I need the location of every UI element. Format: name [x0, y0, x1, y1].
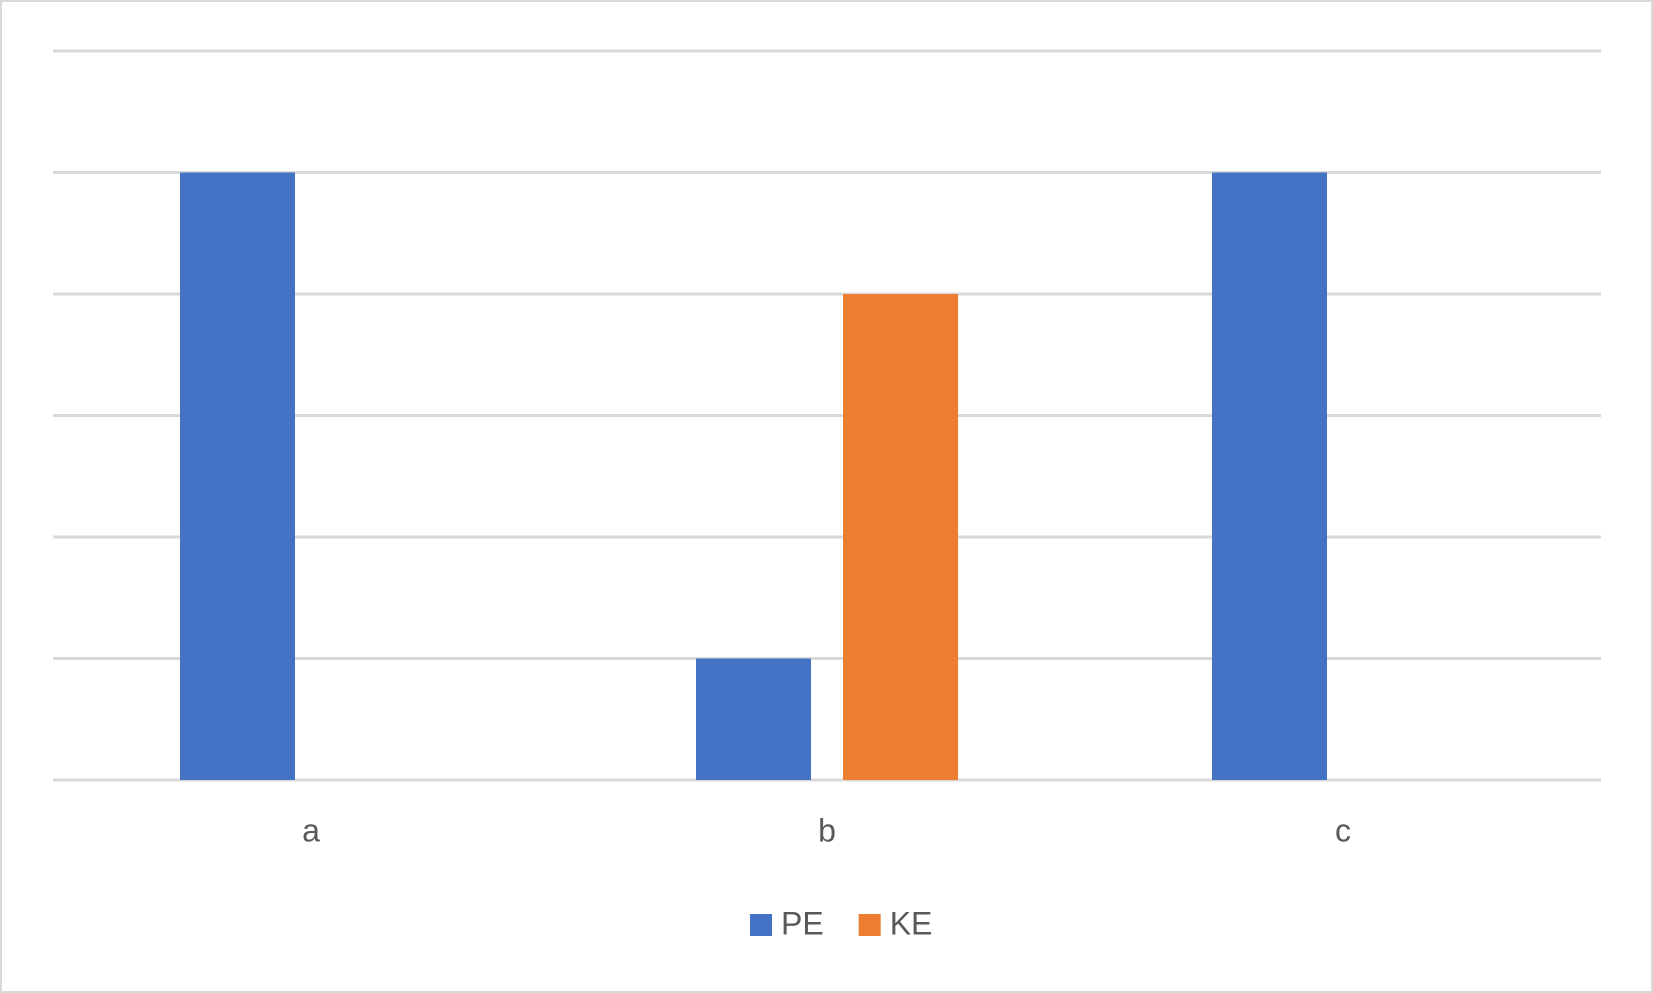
bar: [1212, 172, 1327, 780]
x-tick-label: c: [1335, 812, 1351, 848]
bar: [180, 172, 295, 780]
bar: [843, 294, 958, 780]
bar: [696, 658, 811, 780]
legend-swatch: [858, 914, 881, 936]
x-tick-label: a: [302, 812, 320, 848]
x-tick-label: b: [818, 812, 836, 848]
legend-label: PE: [781, 905, 824, 941]
legend-swatch: [750, 914, 772, 936]
legend-label: KE: [890, 905, 933, 941]
